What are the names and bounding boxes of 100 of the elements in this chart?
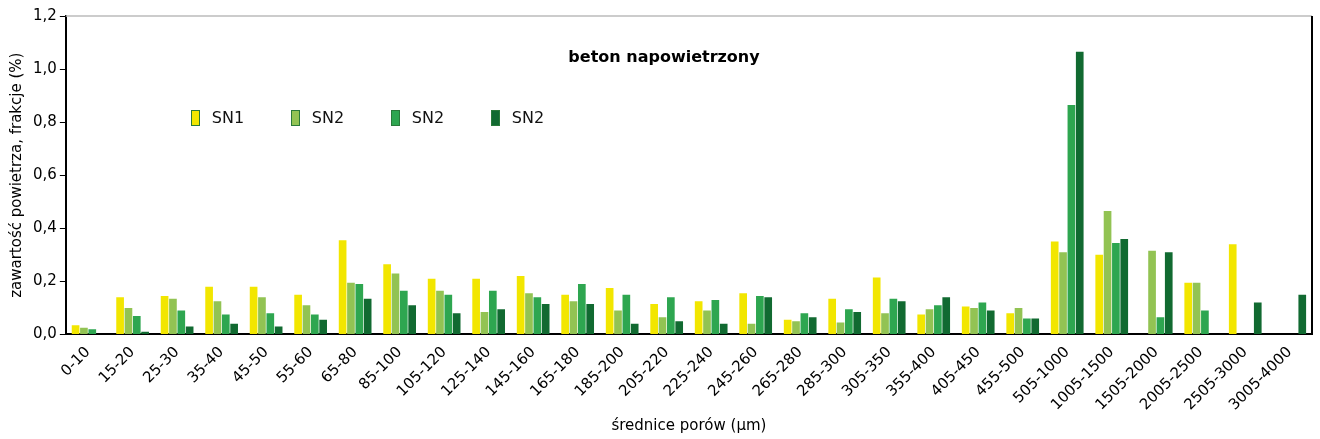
bar bbox=[488, 290, 497, 334]
bar bbox=[1201, 310, 1209, 334]
bar bbox=[141, 331, 149, 334]
bar bbox=[792, 321, 800, 334]
bar bbox=[1164, 252, 1173, 334]
bar bbox=[800, 313, 809, 334]
bar bbox=[1148, 250, 1156, 334]
bar bbox=[889, 298, 898, 334]
legend-label: SN2 bbox=[311, 108, 345, 127]
bar bbox=[1006, 313, 1015, 334]
bar bbox=[132, 315, 141, 334]
bar bbox=[249, 286, 258, 334]
bar bbox=[355, 284, 364, 334]
bar bbox=[1014, 307, 1023, 334]
bar bbox=[845, 309, 853, 334]
bar bbox=[934, 305, 942, 334]
bar bbox=[497, 309, 506, 334]
legend-label: SN2 bbox=[411, 108, 445, 127]
y-tick-label: 1,0 bbox=[33, 58, 57, 77]
bar bbox=[1095, 254, 1104, 334]
bar bbox=[302, 305, 311, 334]
bar bbox=[694, 301, 703, 334]
bar bbox=[719, 323, 728, 334]
bar bbox=[605, 288, 614, 334]
y-tick-label: 0,6 bbox=[33, 165, 57, 184]
bar bbox=[961, 306, 970, 334]
bar bbox=[383, 264, 391, 334]
bar bbox=[1050, 241, 1059, 334]
bar bbox=[88, 329, 97, 334]
bar bbox=[221, 314, 230, 334]
bar bbox=[711, 299, 720, 334]
y-tick-label: 0,8 bbox=[33, 112, 57, 131]
bar bbox=[917, 314, 926, 334]
bar bbox=[347, 282, 355, 334]
bar bbox=[319, 319, 327, 334]
bar bbox=[258, 297, 266, 334]
text: beton napowietrzony bbox=[568, 47, 761, 67]
bar bbox=[675, 321, 684, 334]
bar bbox=[853, 311, 862, 334]
bar bbox=[408, 305, 416, 334]
y-tick-label: 0,2 bbox=[33, 271, 57, 290]
bar bbox=[1298, 294, 1307, 334]
bar bbox=[569, 301, 578, 334]
bar bbox=[444, 294, 453, 334]
bar bbox=[1112, 242, 1120, 334]
bar bbox=[1031, 318, 1040, 334]
bar bbox=[338, 240, 347, 334]
bar bbox=[399, 290, 408, 334]
bar bbox=[1192, 282, 1201, 334]
bar bbox=[294, 294, 302, 334]
bar bbox=[614, 310, 622, 334]
bar bbox=[630, 323, 639, 334]
bar bbox=[970, 307, 978, 334]
bar bbox=[169, 298, 177, 334]
bar bbox=[472, 278, 480, 334]
bar bbox=[942, 297, 951, 334]
bar bbox=[1059, 252, 1067, 334]
bar bbox=[516, 276, 525, 334]
bar bbox=[756, 295, 764, 334]
legend-label: SN1 bbox=[211, 108, 245, 127]
bar bbox=[1184, 282, 1193, 334]
bar bbox=[213, 301, 222, 334]
bar bbox=[160, 295, 169, 334]
bar bbox=[783, 319, 792, 334]
bar bbox=[881, 313, 889, 334]
bar bbox=[436, 290, 444, 334]
y-axis-title: zawartość powietrza, frakcje (%) bbox=[6, 52, 25, 298]
bar bbox=[747, 323, 756, 334]
bar bbox=[363, 298, 372, 334]
bar bbox=[872, 277, 881, 334]
bar bbox=[80, 327, 88, 334]
bar bbox=[177, 310, 186, 334]
bar bbox=[658, 317, 667, 334]
y-tick-label: 0,4 bbox=[33, 218, 57, 237]
bar bbox=[480, 311, 489, 334]
bar bbox=[703, 310, 711, 334]
bar bbox=[1075, 51, 1084, 334]
bar bbox=[71, 325, 80, 334]
x-axis-title: średnice porów (µm) bbox=[611, 415, 767, 434]
bar bbox=[116, 297, 124, 334]
bar bbox=[1120, 238, 1129, 334]
bar bbox=[185, 326, 194, 334]
bar bbox=[1253, 302, 1262, 334]
bar bbox=[561, 294, 569, 334]
bar bbox=[274, 326, 283, 334]
bar bbox=[578, 284, 586, 334]
bar bbox=[650, 303, 658, 334]
bar bbox=[925, 309, 934, 334]
bar bbox=[1156, 317, 1165, 334]
bar bbox=[986, 310, 995, 334]
bar bbox=[1103, 211, 1112, 334]
bar bbox=[586, 303, 595, 334]
bar bbox=[1228, 244, 1237, 334]
bar bbox=[1023, 318, 1031, 334]
bar bbox=[452, 313, 461, 334]
bar bbox=[897, 301, 906, 334]
bar bbox=[764, 297, 773, 334]
bar bbox=[1067, 104, 1076, 334]
bar bbox=[667, 297, 675, 334]
bar bbox=[739, 293, 748, 334]
